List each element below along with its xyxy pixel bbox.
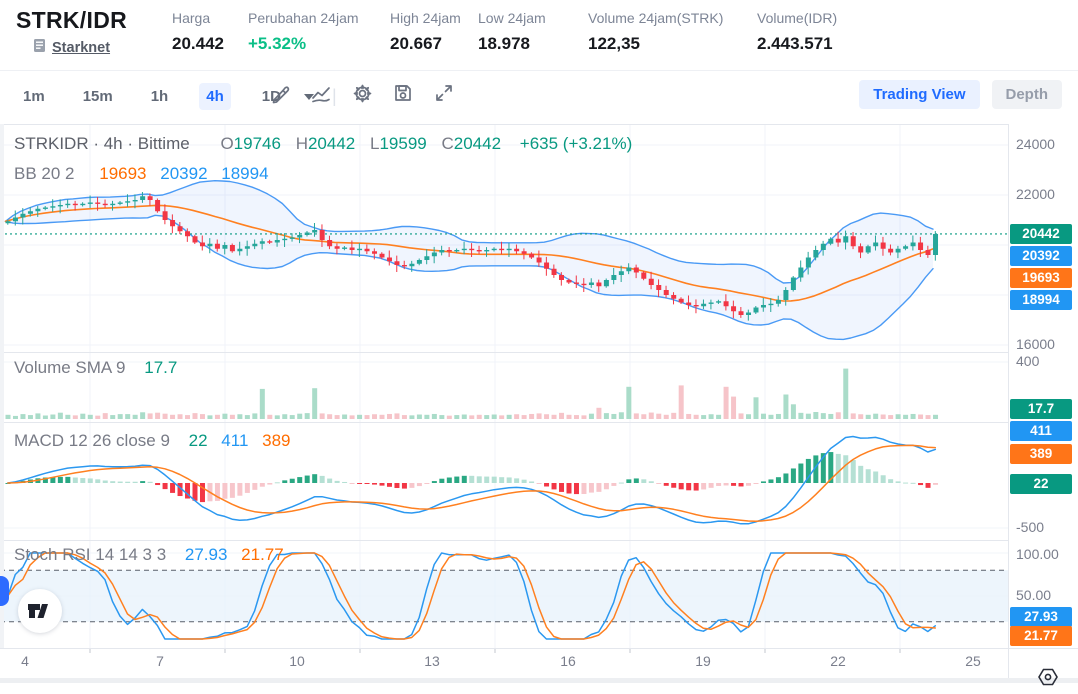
- stoch-legend: Stoch RSI 14 14 3 3 27.93 21.77: [14, 545, 284, 564]
- stoch-d-badge: 21.77: [1010, 626, 1072, 646]
- depth-button[interactable]: Depth: [991, 80, 1062, 109]
- time-tick-4: 4: [21, 653, 29, 669]
- time-tick-10: 10: [289, 653, 305, 669]
- trading-view-button[interactable]: Trading View: [859, 80, 980, 109]
- drawing-toolbar-toggle[interactable]: [0, 576, 9, 606]
- price-scale[interactable]: [1009, 124, 1078, 648]
- timeframe-4h[interactable]: 4h: [199, 83, 231, 110]
- time-tick-19: 19: [695, 653, 711, 669]
- view-switcher: Trading View Depth: [859, 80, 1062, 109]
- bb-lower-badge: 18994: [1010, 290, 1072, 310]
- stoch-k-badge: 27.93: [1010, 607, 1072, 627]
- draw-icon[interactable]: [268, 81, 292, 105]
- macd-line-badge: 411: [1010, 421, 1072, 441]
- stat-high-24h: High 24jam 20.667: [390, 10, 461, 53]
- stat-volume-strk: Volume 24jam(STRK) 122,35: [588, 10, 724, 53]
- timeframe-1h[interactable]: 1h: [150, 88, 169, 105]
- stat-change-24h: Perubahan 24jam +5.32%: [248, 10, 359, 53]
- last-price-badge: 20442: [1010, 224, 1072, 244]
- time-tick-25: 25: [965, 653, 981, 669]
- macd-tick-minus500: -500: [1016, 519, 1045, 535]
- network-link[interactable]: Starknet: [33, 38, 110, 58]
- save-icon[interactable]: [391, 81, 415, 105]
- macd-legend: MACD 12 26 close 9 22 411 389: [14, 431, 291, 450]
- scale-settings-icon[interactable]: [1036, 665, 1060, 689]
- time-tick-13: 13: [424, 653, 440, 669]
- volume-sma-badge: 17.7: [1010, 399, 1072, 419]
- chart-line-icon[interactable]: [309, 81, 333, 105]
- market-header: STRK/IDR Starknet Harga 20.442 Perubahan …: [0, 0, 1078, 71]
- toolbar-divider: |: [331, 86, 337, 106]
- bb-legend: BB 20 2 19693 20392 18994: [14, 164, 269, 183]
- chart-canvas[interactable]: [0, 124, 1078, 683]
- tradingview-logo[interactable]: [18, 589, 62, 633]
- time-tick-22: 22: [830, 653, 846, 669]
- volume-tick-400: 400: [1016, 353, 1040, 369]
- timeframe-1m[interactable]: 1m: [23, 88, 45, 105]
- chevron-down-icon[interactable]: [303, 93, 314, 100]
- toolbar-icons: [268, 81, 456, 105]
- drawing-toolbar-strip: [0, 124, 4, 648]
- bb-basis-badge: 19693: [1010, 268, 1072, 288]
- price-tick-16000: 16000: [1016, 336, 1055, 352]
- time-tick-7: 7: [156, 653, 164, 669]
- timeframe-15m[interactable]: 15m: [82, 88, 113, 105]
- macd-signal-badge: 389: [1010, 444, 1072, 464]
- price-tick-24000: 24000: [1016, 136, 1055, 152]
- time-tick-16: 16: [560, 653, 576, 669]
- macd-hist-badge: 22: [1010, 474, 1072, 494]
- stoch-tick-50: 50.00: [1016, 587, 1052, 603]
- chart-toolbar: 1m 15m 1h 4h 1D | Trading View Depth: [0, 71, 1078, 125]
- chart-region: STRKIDR · 4h · Bittime O19746 H20442 L19…: [0, 124, 1078, 686]
- document-icon: [33, 38, 46, 58]
- volume-legend: Volume SMA 9 17.7: [14, 358, 178, 377]
- price-tick-22000: 22000: [1016, 186, 1055, 202]
- main-chart-legend: STRKIDR · 4h · Bittime O19746 H20442 L19…: [14, 134, 633, 153]
- stat-volume-idr: Volume(IDR) 2.443.571: [757, 10, 838, 53]
- gear-icon[interactable]: [350, 81, 374, 105]
- stat-harga: Harga 20.442: [172, 10, 224, 53]
- stoch-tick-100: 100.00: [1016, 546, 1059, 562]
- bottom-strip: [0, 678, 1078, 683]
- fullscreen-icon[interactable]: [432, 81, 456, 105]
- symbol-title: STRKIDR · 4h · Bittime: [14, 134, 190, 153]
- pair-title: STRK/IDR: [16, 7, 128, 33]
- bb-upper-badge: 20392: [1010, 246, 1072, 266]
- network-label: Starknet: [52, 40, 111, 56]
- stat-low-24h: Low 24jam 18.978: [478, 10, 546, 53]
